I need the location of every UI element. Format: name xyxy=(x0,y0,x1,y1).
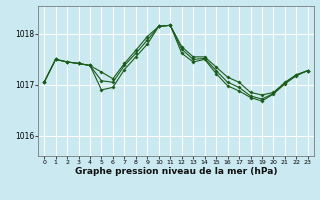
X-axis label: Graphe pression niveau de la mer (hPa): Graphe pression niveau de la mer (hPa) xyxy=(75,167,277,176)
